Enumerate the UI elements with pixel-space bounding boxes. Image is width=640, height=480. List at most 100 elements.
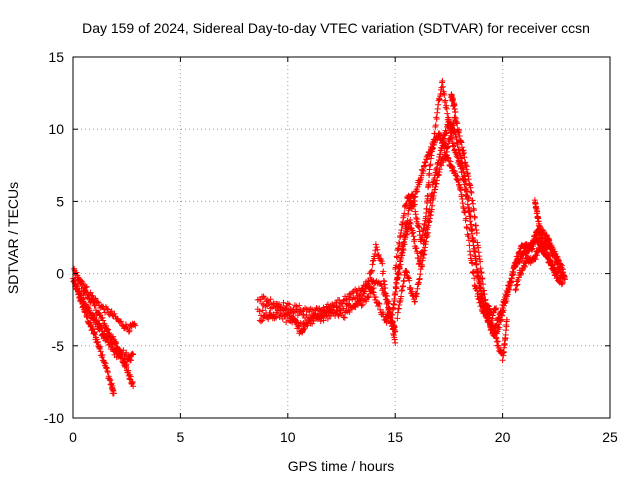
data-point: [498, 308, 505, 315]
data-point: [74, 283, 81, 290]
data-point: [489, 322, 496, 328]
data-point: [394, 315, 401, 322]
data-point: [297, 308, 304, 315]
data-point: [424, 229, 431, 236]
data-point: [114, 345, 121, 352]
data-point: [372, 294, 379, 301]
y-tick-label: 15: [48, 49, 64, 65]
data-point: [463, 163, 470, 170]
data-point: [77, 294, 84, 301]
x-tick-label: 5: [177, 429, 185, 445]
data-point: [292, 318, 299, 325]
data-point: [320, 304, 327, 311]
data-point: [103, 305, 110, 312]
data-point: [414, 216, 421, 223]
data-point: [493, 305, 500, 312]
data-point: [130, 321, 137, 328]
y-tick-label: 5: [56, 193, 64, 209]
axis-ticks: 0 5 10 15 20 25 -10 -5 0 5 10 15: [44, 49, 618, 445]
data-point: [354, 301, 361, 308]
data-point: [503, 316, 510, 323]
data-point: [383, 300, 390, 307]
data-point: [363, 278, 370, 285]
data-point: [303, 312, 310, 319]
data-point: [107, 309, 114, 316]
data-point: [100, 303, 107, 310]
data-point: [322, 307, 329, 314]
data-point: [462, 209, 469, 216]
data-point: [396, 265, 403, 272]
data-point: [503, 323, 510, 330]
x-axis-title: GPS time / hours: [288, 458, 395, 474]
data-point: [392, 339, 399, 346]
data-point: [381, 289, 388, 296]
data-point: [258, 318, 265, 325]
data-point: [343, 296, 350, 303]
data-point: [464, 225, 471, 232]
data-point: [352, 286, 359, 293]
data-point: [291, 308, 298, 315]
data-point: [344, 301, 351, 308]
data-point: [132, 322, 139, 329]
data-point: [364, 294, 371, 301]
data-point: [259, 317, 266, 324]
data-point: [76, 290, 83, 297]
data-point: [412, 298, 419, 305]
y-tick-label: 0: [56, 266, 64, 282]
data-point: [380, 309, 387, 316]
data-point: [318, 314, 325, 321]
data-point: [410, 203, 417, 210]
data-point: [471, 275, 478, 282]
data-point: [269, 312, 276, 319]
data-point: [127, 357, 134, 364]
data-point: [102, 334, 109, 341]
data-point: [370, 289, 377, 296]
data-point: [104, 369, 111, 376]
data-point: [452, 108, 459, 115]
data-point: [443, 129, 450, 136]
data-point: [468, 221, 475, 228]
data-point: [555, 257, 562, 264]
data-point: [469, 260, 476, 267]
data-point: [382, 284, 389, 291]
data-point: [454, 120, 461, 127]
data-point: [428, 146, 435, 153]
data-point: [471, 214, 478, 221]
data-point: [96, 320, 103, 327]
data-point: [473, 230, 480, 237]
data-point: [271, 313, 278, 320]
data-point: [316, 307, 323, 314]
data-point: [125, 367, 132, 374]
data-point: [102, 322, 109, 329]
data-point: [108, 308, 115, 315]
data-point: [539, 236, 546, 243]
data-point: [346, 291, 353, 298]
data-point: [393, 262, 400, 269]
data-point: [375, 251, 382, 258]
data-point: [499, 357, 506, 364]
x-tick-label: 20: [495, 429, 511, 445]
data-point: [341, 314, 348, 321]
data-point: [480, 281, 487, 288]
data-point: [93, 316, 100, 323]
data-point: [110, 333, 117, 340]
data-point: [112, 340, 119, 347]
data-point: [465, 237, 472, 244]
data-point: [317, 310, 324, 317]
data-point: [293, 307, 300, 314]
data-point: [439, 78, 446, 85]
data-point: [442, 97, 449, 104]
data-point: [369, 285, 376, 292]
data-point: [444, 110, 451, 117]
data-point: [463, 215, 470, 222]
data-point: [359, 292, 366, 299]
data-point: [401, 278, 408, 285]
data-point: [449, 127, 456, 134]
data-point: [395, 271, 402, 278]
data-point: [280, 299, 287, 306]
data-point: [82, 284, 89, 291]
data-point: [340, 297, 347, 304]
data-point: [394, 254, 401, 261]
data-point: [385, 307, 392, 314]
